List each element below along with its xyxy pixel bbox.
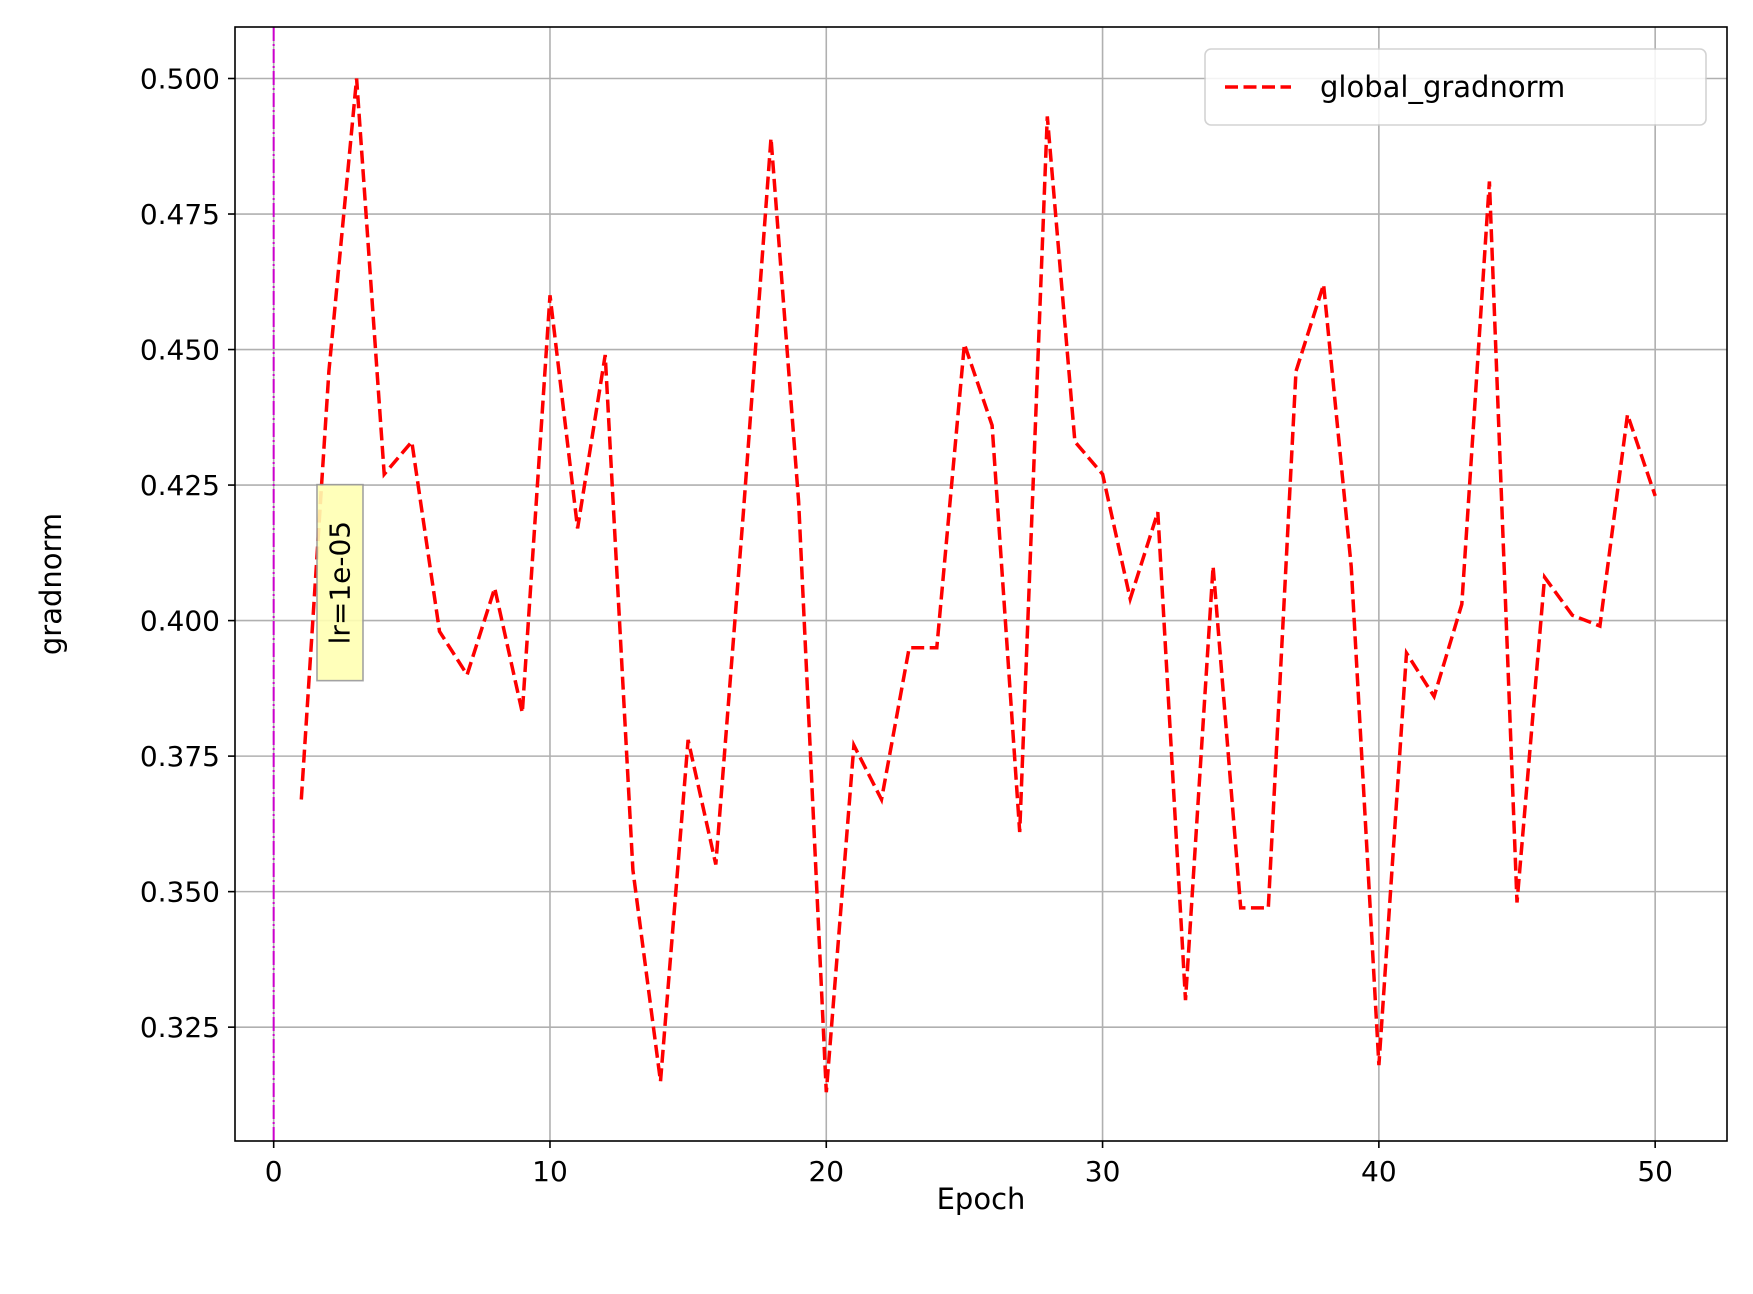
ticks-layer: 0 10 20 30 40 50 0.325 0.350 0.375 0.400 0.425 0.45…	[140, 62, 1673, 1188]
y-tick-label: 0.375	[140, 740, 220, 773]
legend-box	[1204, 48, 1707, 126]
y-tick-label: 0.350	[140, 876, 220, 909]
series-layer	[299, 78, 1657, 1093]
y-tick-label: 0.325	[140, 1011, 220, 1044]
annotation-label: lr=1e-05	[323, 521, 356, 645]
x-tick-label: 20	[808, 1155, 844, 1188]
legend: global_gradnorm	[1204, 48, 1707, 126]
grid	[235, 27, 1727, 1141]
y-tick-label: 0.400	[140, 605, 220, 638]
x-tick-label: 10	[532, 1155, 568, 1188]
x-tick-label: 30	[1085, 1155, 1121, 1188]
y-axis-label: gradnorm	[34, 513, 68, 655]
annotation-layer: lr=1e-05	[316, 483, 364, 682]
y-tick-label: 0.450	[140, 334, 220, 367]
plot-frame	[234, 26, 1728, 1142]
y-tick-label: 0.500	[140, 62, 220, 95]
annotation-box	[316, 483, 364, 682]
y-tick-label: 0.475	[140, 198, 220, 231]
x-tick-label: 40	[1361, 1155, 1397, 1188]
x-tick-label: 50	[1637, 1155, 1673, 1188]
legend-label: global_gradnorm	[1320, 70, 1565, 104]
x-tick-label: 0	[265, 1155, 283, 1188]
series-line-global_gradnorm	[299, 78, 1657, 1093]
y-tick-label: 0.425	[140, 469, 220, 502]
x-axis-label: Epoch	[937, 1182, 1026, 1216]
